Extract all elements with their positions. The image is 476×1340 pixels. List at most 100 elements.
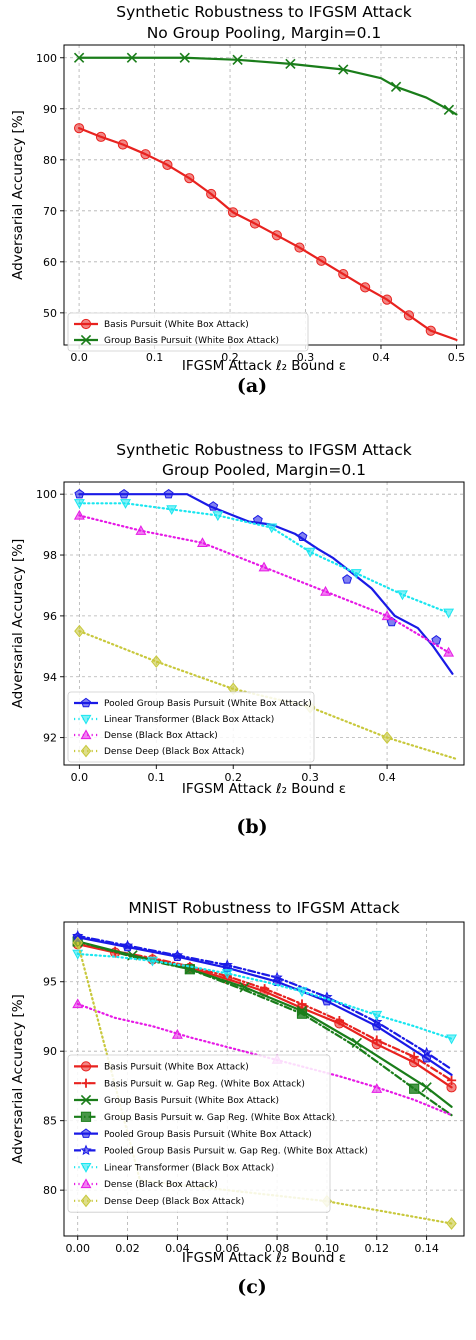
x-tick-label: 0.3 xyxy=(301,771,319,784)
legend-label: Basis Pursuit (White Box Attack) xyxy=(104,1063,249,1073)
data-point xyxy=(443,608,455,619)
legend-marker xyxy=(80,1144,92,1156)
x-tick-label: 0.10 xyxy=(315,1242,340,1255)
data-point xyxy=(381,610,393,621)
data-point xyxy=(260,984,270,994)
y-tick-label: 85 xyxy=(43,1115,57,1128)
series-line xyxy=(76,940,453,1108)
chart-title: MNIST Robustness to IFGSM Attack xyxy=(128,899,399,917)
data-point xyxy=(403,310,415,321)
series-line xyxy=(78,502,450,614)
y-axis-label: Adversarial Accuracy [%] xyxy=(10,994,26,1164)
chart-panel-1: Synthetic Robustness to IFGSM Attack No G… xyxy=(10,3,465,397)
y-tick-label: 100 xyxy=(36,52,57,65)
legend-entry: Pooled Group Basis Pursuit (White Box At… xyxy=(74,697,312,709)
legend-marker xyxy=(80,1111,92,1122)
legend-label: Pooled Group Basis Pursuit w. Gap Reg. (… xyxy=(104,1147,368,1157)
data-point xyxy=(208,501,219,511)
data-point xyxy=(297,999,307,1009)
data-point xyxy=(350,569,362,579)
legend-label: Dense Deep (Black Box Attack) xyxy=(104,747,244,757)
legend-entry: Pooled Group Basis Pursuit (White Box At… xyxy=(74,1128,312,1140)
data-point xyxy=(372,1035,382,1045)
data-point xyxy=(73,509,85,520)
x-tick-label: 0.0 xyxy=(71,771,89,784)
data-point xyxy=(294,242,305,253)
legend-label: Dense Deep (Black Box Attack) xyxy=(104,1197,244,1207)
y-tick-label: 80 xyxy=(43,1184,57,1197)
data-point xyxy=(232,54,243,65)
panel-label: (b) xyxy=(236,816,267,838)
x-axis-label: IFGSM Attack ℓ₂ Bound ε xyxy=(182,1250,346,1266)
series-line xyxy=(76,952,453,1040)
legend-box xyxy=(67,312,309,352)
legend-entry: Basis Pursuit (White Box Attack) xyxy=(74,1061,249,1073)
x-tick-label: 0.1 xyxy=(148,771,166,784)
chart-panel-3: MNIST Robustness to IFGSM Attack 0.00 0.02… xyxy=(10,899,465,1298)
data-point xyxy=(390,81,402,93)
legend-label: Pooled Group Basis Pursuit (White Box At… xyxy=(104,699,312,709)
x-tick-label: 0.4 xyxy=(378,771,396,784)
legend-marker xyxy=(80,1061,92,1072)
data-point xyxy=(334,1016,344,1026)
x-tick-label: 0.2 xyxy=(224,771,242,784)
data-point xyxy=(120,499,131,509)
x-tick-label: 0.0 xyxy=(70,351,88,364)
legend-entry: Linear Transformer (Black Box Attack) xyxy=(74,1163,274,1173)
y-tick-label: 50 xyxy=(43,307,57,320)
y-axis-label: Adversarial Accuracy [%] xyxy=(10,539,26,709)
data-point xyxy=(126,52,138,63)
data-point xyxy=(297,531,308,541)
data-point xyxy=(227,207,239,218)
series-line xyxy=(78,493,454,675)
legend-marker xyxy=(80,1194,92,1208)
series-7 xyxy=(72,949,457,1045)
y-tick-label: 92 xyxy=(43,732,57,745)
axes-frame xyxy=(63,921,465,1237)
data-point xyxy=(74,624,85,638)
series-2 xyxy=(73,52,458,116)
data-point xyxy=(371,1016,383,1027)
data-point xyxy=(371,1083,383,1093)
data-point xyxy=(166,505,178,516)
data-point xyxy=(117,139,128,150)
data-point xyxy=(271,230,282,241)
y-tick-label: 100 xyxy=(36,488,57,501)
chart-title: Synthetic Robustness to IFGSM Attack xyxy=(116,3,412,21)
data-point xyxy=(446,1034,457,1045)
chart-title: Synthetic Robustness to IFGSM Attack xyxy=(116,441,412,459)
legend-label: Pooled Group Basis Pursuit (White Box At… xyxy=(104,1130,312,1140)
legend-label: Linear Transformer (Black Box Attack) xyxy=(104,1163,274,1173)
series-line xyxy=(77,56,458,116)
data-point xyxy=(371,1010,383,1021)
legend-box xyxy=(67,1054,331,1213)
data-point xyxy=(258,561,270,572)
series-3 xyxy=(73,509,455,657)
y-tick-label: 80 xyxy=(43,154,57,167)
data-point xyxy=(425,325,436,336)
data-point xyxy=(140,149,151,160)
data-point xyxy=(72,936,83,950)
legend-marker xyxy=(80,334,92,346)
x-tick-label: 0.02 xyxy=(115,1242,140,1255)
data-point xyxy=(147,956,158,967)
data-point xyxy=(266,523,278,534)
legend-marker xyxy=(80,1163,92,1173)
data-point xyxy=(342,574,353,584)
data-point xyxy=(338,268,349,280)
legend-label: Dense (Black Box Attack) xyxy=(104,731,218,741)
legend-entry: Basis Pursuit (White Box Attack) xyxy=(74,318,249,330)
data-point xyxy=(121,939,134,951)
legend: Basis Pursuit (White Box Attack) Group Ba… xyxy=(67,312,309,352)
x-axis-label: IFGSM Attack ℓ₂ Bound ε xyxy=(182,358,346,374)
legend-entry: Dense (Black Box Attack) xyxy=(74,1178,218,1190)
legend-entry: Group Basis Pursuit (White Box Attack) xyxy=(74,334,279,346)
y-tick-label: 98 xyxy=(43,549,57,562)
data-point xyxy=(381,731,393,745)
legend-marker xyxy=(80,714,92,725)
data-point xyxy=(184,173,195,184)
data-point xyxy=(151,655,162,668)
data-point xyxy=(446,1217,457,1230)
data-point xyxy=(304,547,316,558)
legend-marker xyxy=(80,729,92,740)
